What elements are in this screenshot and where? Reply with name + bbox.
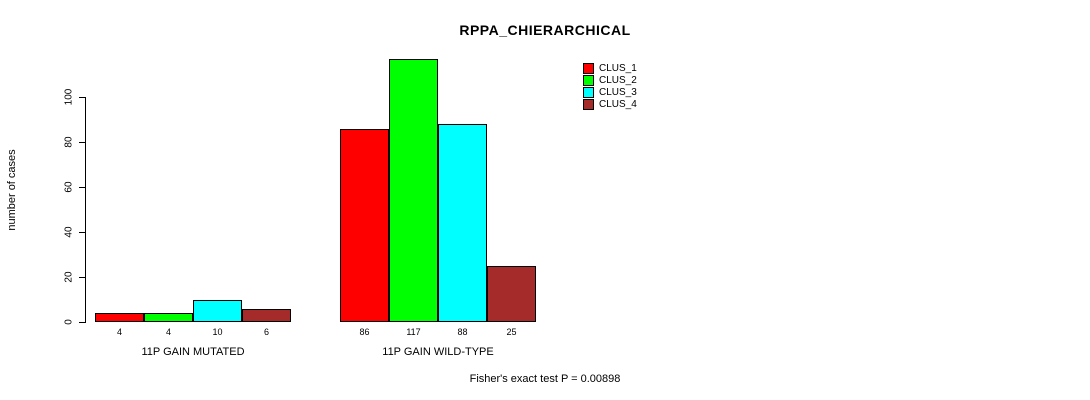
bar-value-label: 6 (263, 327, 269, 337)
y-tick (79, 232, 85, 233)
chart-title: RPPA_CHIERARCHICAL (459, 22, 631, 38)
legend-swatch-icon (583, 98, 594, 110)
legend-label: CLUS_3 (599, 86, 637, 98)
legend-label: CLUS_1 (599, 62, 637, 74)
legend-swatch-icon (583, 86, 594, 98)
bar-value-label: 88 (457, 327, 468, 337)
bar-clus_4-group2 (487, 265, 536, 322)
bar-clus_2-group2 (389, 58, 438, 322)
y-tick (79, 277, 85, 278)
bar-clus_4-group1 (242, 308, 291, 322)
legend-label: CLUS_2 (599, 74, 637, 86)
y-tick-label: 100 (63, 88, 75, 106)
y-tick-label: 20 (63, 271, 75, 283)
bar-value-label: 4 (165, 327, 171, 337)
bar-clus_3-group2 (438, 124, 487, 322)
y-axis-label: number of cases (6, 149, 18, 231)
bar-clus_1-group1 (95, 313, 144, 322)
legend-item-clus_4: CLUS_4 (583, 98, 637, 110)
y-tick-label: 40 (63, 226, 75, 238)
legend-item-clus_1: CLUS_1 (583, 62, 637, 74)
bar-clus_3-group1 (193, 299, 242, 322)
legend-item-clus_2: CLUS_2 (583, 74, 637, 86)
y-tick (79, 142, 85, 143)
bar-value-label: 4 (116, 327, 122, 337)
legend-item-clus_3: CLUS_3 (583, 86, 637, 98)
x-category-label: 11P GAIN MUTATED (141, 346, 245, 358)
y-tick-label: 80 (63, 136, 75, 148)
bar-value-label: 86 (359, 327, 370, 337)
y-tick-label: 60 (63, 181, 75, 193)
y-tick (79, 322, 85, 323)
bar-value-label: 10 (212, 327, 223, 337)
y-tick-label: 0 (63, 319, 75, 325)
bar-clus_2-group1 (144, 313, 193, 322)
y-tick (79, 97, 85, 98)
y-axis-line (85, 97, 86, 323)
y-tick (79, 187, 85, 188)
x-category-label: 11P GAIN WILD-TYPE (382, 346, 494, 358)
bar-clus_1-group2 (340, 128, 389, 322)
legend-swatch-icon (583, 74, 594, 86)
bar-value-label: 117 (406, 327, 421, 337)
annotation-text: Fisher's exact test P = 0.00898 (469, 373, 621, 385)
bar-value-label: 25 (506, 327, 517, 337)
legend-swatch-icon (583, 62, 594, 74)
legend-label: CLUS_4 (599, 98, 637, 110)
legend: CLUS_1 CLUS_2 CLUS_3 CLUS_4 (583, 62, 637, 110)
